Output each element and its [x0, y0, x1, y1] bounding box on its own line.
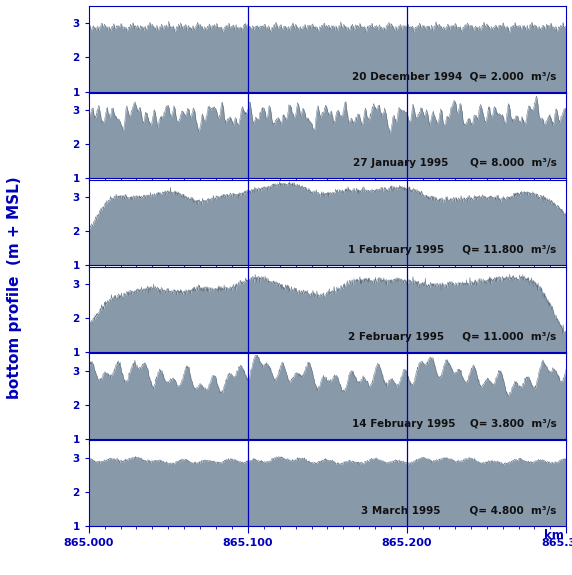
Text: km: km	[543, 529, 563, 542]
Text: 20 December 1994  Q= 2.000  m³/s: 20 December 1994 Q= 2.000 m³/s	[352, 71, 557, 81]
Text: bottom profile  (m + MSL): bottom profile (m + MSL)	[7, 176, 22, 399]
Text: 14 February 1995    Q= 3.800  m³/s: 14 February 1995 Q= 3.800 m³/s	[352, 419, 557, 429]
Text: 1 February 1995     Q= 11.800  m³/s: 1 February 1995 Q= 11.800 m³/s	[348, 245, 557, 255]
Text: 27 January 1995      Q= 8.000  m³/s: 27 January 1995 Q= 8.000 m³/s	[353, 158, 557, 168]
Text: 2 February 1995     Q= 11.000  m³/s: 2 February 1995 Q= 11.000 m³/s	[348, 332, 557, 342]
Text: 3 March 1995        Q= 4.800  m³/s: 3 March 1995 Q= 4.800 m³/s	[362, 506, 557, 516]
